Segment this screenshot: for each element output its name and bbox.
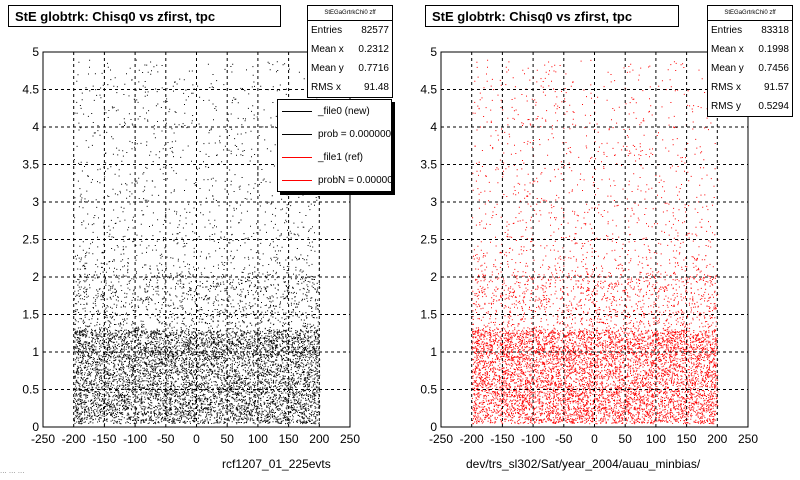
right-stats-row: Mean y 0.7456	[711, 63, 789, 74]
right-x-tick-label: 200	[707, 432, 727, 446]
right-stats-row: Mean x 0.1998	[711, 44, 789, 55]
legend-entry: _file1 (ref)	[278, 146, 391, 169]
legend-entry: prob = 0.000000	[278, 123, 391, 146]
right-y-tick-label: 1.5	[420, 308, 437, 322]
footer-text: ... ... ...	[0, 466, 25, 475]
left-x-tick-label: -50	[157, 432, 175, 446]
right-stats-box: StEGaGrtrkChi0 zff Entries 83318 Mean x 0.…	[707, 5, 793, 117]
left-x-tick-label: 250	[340, 432, 360, 446]
right-stats-row: RMS x 91.57	[711, 82, 789, 93]
right-x-tick-label: 50	[619, 432, 633, 446]
right-y-tick-label: 5	[430, 45, 437, 59]
left-x-axis-title: rcf1207_01_225evts	[222, 457, 331, 471]
left-x-tick-label: -100	[123, 432, 147, 446]
right-x-tick-label: 150	[677, 432, 697, 446]
left-chart-title: StE globtrk: Chisq0 vs zfirst, tpc	[8, 5, 281, 27]
legend-swatch	[282, 157, 312, 158]
right-y-tick-label: 1	[430, 345, 437, 359]
left-x-tick-label: 150	[279, 432, 299, 446]
right-stats-row: Entries 83318	[711, 25, 789, 36]
right-stats-row: RMS y 0.5294	[711, 101, 789, 112]
left-stats-row: Mean y 0.7716	[311, 63, 389, 74]
left-x-tick-label: -150	[92, 432, 116, 446]
right-y-tick-label: 0.5	[420, 383, 437, 397]
left-x-tick-label: 100	[248, 432, 268, 446]
right-y-tick-label: 0	[430, 420, 437, 434]
left-x-tick-label: -200	[62, 432, 86, 446]
left-y-tick-label: 3.5	[22, 158, 39, 172]
left-y-tick-label: 1.5	[22, 308, 39, 322]
right-x-tick-label: 100	[646, 432, 666, 446]
right-y-tick-label: 2	[430, 270, 437, 284]
right-plot-frame	[440, 51, 749, 428]
right-x-tick-label: -150	[490, 432, 514, 446]
right-y-tick-label: 4	[430, 120, 437, 134]
left-x-tick-label: 200	[309, 432, 329, 446]
left-stats-row: RMS x 91.48	[311, 82, 389, 93]
legend-swatch	[282, 111, 312, 112]
left-y-tick-label: 2	[32, 270, 39, 284]
right-x-tick-label: -50	[555, 432, 573, 446]
left-stats-header: StEGaGrtrkChi0 zff	[308, 6, 392, 21]
left-stats-row: Entries 82577	[311, 25, 389, 36]
right-y-tick-label: 3	[430, 195, 437, 209]
left-y-tick-label: 3	[32, 195, 39, 209]
left-x-tick-label: 0	[193, 432, 200, 446]
left-y-tick-label: 1	[32, 345, 39, 359]
right-x-tick-label: -250	[429, 432, 453, 446]
legend-swatch	[282, 134, 312, 135]
right-x-tick-label: 0	[591, 432, 598, 446]
left-stats-box: StEGaGrtrkChi0 zff Entries 82577 Mean x 0.…	[307, 5, 393, 98]
left-y-tick-label: 4	[32, 120, 39, 134]
left-y-tick-label: 0	[32, 420, 39, 434]
right-y-tick-label: 2.5	[420, 233, 437, 247]
left-y-tick-label: 4.5	[22, 83, 39, 97]
right-x-tick-label: 250	[738, 432, 758, 446]
legend-entry: _file0 (new)	[278, 100, 391, 123]
right-y-tick-label: 4.5	[420, 83, 437, 97]
left-x-tick-label: -250	[31, 432, 55, 446]
right-y-tick-label: 3.5	[420, 158, 437, 172]
legend-swatch	[282, 180, 312, 181]
left-plot-frame	[42, 51, 351, 428]
left-y-tick-label: 2.5	[22, 233, 39, 247]
right-chart-title: StE globtrk: Chisq0 vs zfirst, tpc	[425, 5, 679, 27]
left-x-tick-label: 50	[221, 432, 235, 446]
left-y-tick-label: 5	[32, 45, 39, 59]
legend-box: _file0 (new) prob = 0.000000 _file1 (ref…	[277, 99, 392, 192]
right-x-axis-title: dev/trs_sl302/Sat/year_2004/auau_minbias…	[466, 457, 701, 471]
right-x-tick-label: -100	[521, 432, 545, 446]
right-data-points	[471, 59, 719, 425]
legend-entry: probN = 0.000000	[278, 169, 391, 191]
right-stats-header: StEGaGrtrkChi0 zff	[708, 6, 792, 21]
left-data-points	[73, 59, 321, 425]
left-y-tick-label: 0.5	[22, 383, 39, 397]
left-stats-row: Mean x 0.2312	[311, 44, 389, 55]
right-x-tick-label: -200	[460, 432, 484, 446]
